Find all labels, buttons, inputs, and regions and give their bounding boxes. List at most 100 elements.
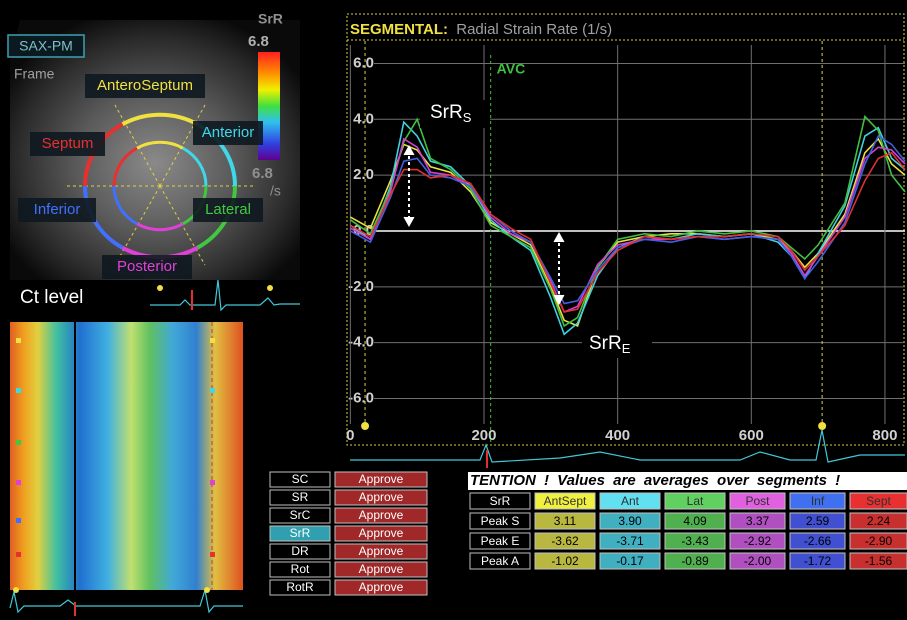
mmode-image — [10, 322, 243, 590]
colorbar-min: 6.8 — [252, 165, 273, 182]
colorbar-unit: /s — [270, 183, 281, 199]
screen: SAX-PM Frame SrR 6.8 6.8 /s AnteroSeptum… — [0, 0, 907, 620]
cell: 2.59 — [806, 514, 830, 528]
approve-label: Approve — [359, 580, 404, 594]
ecg-marker — [157, 285, 163, 291]
marker — [16, 388, 21, 393]
ecg-marker — [267, 285, 273, 291]
y-tick-label: -6.0 — [348, 389, 374, 406]
mode-label: SrR — [290, 526, 311, 540]
annotation-text: SrR — [589, 333, 622, 354]
marker — [16, 518, 21, 523]
mode-label: SR — [292, 490, 309, 504]
banner: TENTION ! Values are averages over segme… — [470, 472, 840, 489]
approve-label: Approve — [359, 562, 404, 576]
cell: -3.71 — [616, 534, 644, 548]
column-header: Sept — [866, 494, 891, 508]
segment-label: Inferior — [34, 201, 81, 218]
cell: 4.09 — [683, 514, 707, 528]
marker — [210, 338, 215, 343]
marker — [210, 388, 215, 393]
marker — [210, 552, 215, 557]
chart-heading: SEGMENTAL: Radial Strain Rate (1/s) — [350, 21, 612, 38]
event-label: AVC — [497, 61, 526, 77]
y-tick-label: 6.0 — [353, 54, 374, 71]
row-header: Peak S — [481, 514, 520, 528]
annotation-sub: E — [622, 341, 631, 356]
mode-label: SC — [292, 472, 309, 486]
x-tick-label: 400 — [605, 427, 630, 444]
marker — [16, 552, 21, 557]
column-header: Inf — [811, 494, 825, 508]
page: { "viewer": { "view": "SAX-PM", "frame":… — [0, 0, 907, 620]
segment-label: Anterior — [202, 124, 255, 141]
mode-label: RotR — [286, 580, 314, 594]
cell: -2.90 — [865, 534, 893, 548]
row-header: Peak A — [481, 554, 519, 568]
cycle-dot — [361, 422, 369, 430]
colorbar-title: SrR — [258, 11, 283, 27]
cell: -3.62 — [551, 534, 579, 548]
cell: -1.56 — [865, 554, 893, 568]
approve-label: Approve — [359, 544, 404, 558]
chart-title: SEGMENTAL: — [350, 21, 448, 38]
cell: -2.00 — [744, 554, 772, 568]
mode-list: SC Approve SR Approve SrC Approve SrR Approve DR… — [270, 472, 427, 595]
cell: 3.90 — [618, 514, 642, 528]
results-table: TENTION ! Values are averages over segme… — [468, 472, 907, 569]
mode-label: DR — [291, 544, 309, 558]
ecg-trace — [10, 590, 243, 612]
marker — [16, 440, 21, 445]
y-tick-label: 4.0 — [353, 110, 374, 127]
marker — [16, 480, 21, 485]
view-label: SAX-PM — [19, 38, 73, 54]
y-tick-label: -2.0 — [348, 278, 374, 295]
column-header: SrR — [490, 494, 511, 508]
series-line — [350, 139, 905, 326]
cell: 3.37 — [746, 514, 770, 528]
cell: -0.89 — [681, 554, 709, 568]
x-tick-label: 200 — [471, 427, 496, 444]
cell: -2.66 — [804, 534, 832, 548]
cycle-dot — [818, 422, 826, 430]
cell: -2.92 — [744, 534, 772, 548]
cell: -0.17 — [616, 554, 644, 568]
chart-frame — [347, 14, 904, 445]
mode-label: SrC — [290, 508, 311, 522]
approve-label: Approve — [359, 472, 404, 486]
cell: 2.24 — [867, 514, 891, 528]
marker — [16, 338, 21, 343]
y-tick-label: 2.0 — [353, 166, 374, 183]
segment-label: Posterior — [117, 258, 177, 275]
cell: -1.72 — [804, 554, 832, 568]
approve-label: Approve — [359, 508, 404, 522]
row-header: Peak E — [481, 534, 520, 548]
cell: -1.02 — [551, 554, 579, 568]
frame-label: Frame — [14, 66, 55, 82]
segment-label: AnteroSeptum — [97, 77, 193, 94]
x-tick-label: 800 — [872, 427, 897, 444]
segment-label: Lateral — [205, 201, 251, 218]
ecg-marker — [204, 587, 210, 593]
approve-label: Approve — [359, 490, 404, 504]
cell: 3.11 — [554, 514, 577, 528]
y-tick-label: -4.0 — [348, 334, 374, 351]
cell: -3.43 — [681, 534, 709, 548]
column-header: Lat — [687, 494, 704, 508]
column-header: Post — [745, 494, 770, 508]
column-header: Ant — [621, 494, 640, 508]
annotation-text: SrR — [430, 102, 463, 123]
segment-label: Septum — [42, 135, 94, 152]
series-line — [350, 139, 905, 312]
annotation-sub: S — [463, 110, 472, 125]
approve-label: Approve — [359, 526, 404, 540]
x-tick-label: 0 — [346, 427, 354, 444]
marker — [210, 480, 215, 485]
x-tick-label: 600 — [739, 427, 764, 444]
chart-subtitle: Radial Strain Rate (1/s) — [456, 21, 612, 38]
column-header: AntSept — [544, 494, 587, 508]
colorbar-max: 6.8 — [248, 33, 269, 50]
ecg-marker — [13, 587, 19, 593]
mode-label: Rot — [291, 562, 310, 576]
level-label: Ct level — [20, 287, 83, 308]
